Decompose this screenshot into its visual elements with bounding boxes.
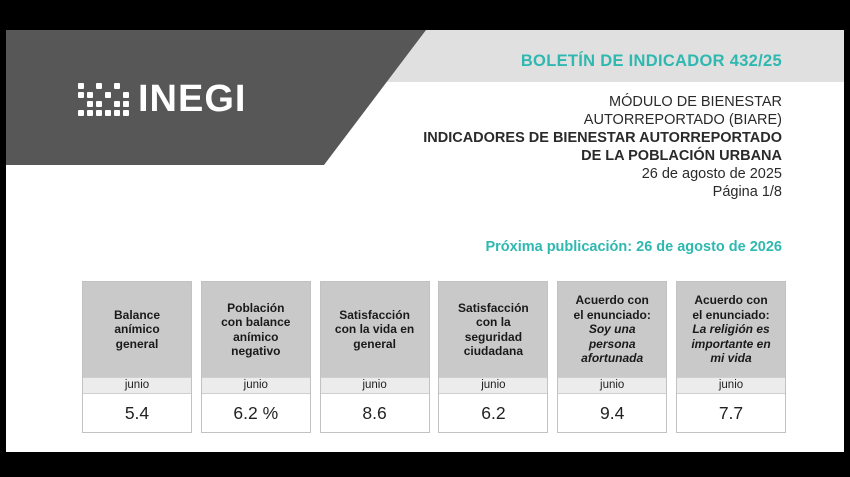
indicator-period: junio [558, 377, 667, 394]
logo-dot [123, 109, 129, 116]
indicator-label-line: ciudadana [463, 344, 524, 358]
logo-dot [114, 100, 120, 107]
indicator-value: 6.2 [481, 402, 506, 423]
next-publication: Próxima publicación: 26 de agosto de 202… [485, 239, 782, 255]
indicator-label-line: Satisfacción [339, 307, 410, 322]
indicator-label-line: Balance [113, 307, 161, 322]
indicator-statement-line: afortunada [581, 351, 644, 366]
bulletin-number: BOLETÍN DE INDICADOR 432/25 [520, 52, 782, 70]
logo-dot [87, 100, 93, 107]
indicator-card: Satisfacción con la seguridad ciudadana juni… [438, 281, 549, 433]
indicator-statement-line: mi vida [710, 351, 752, 366]
logo-dot [96, 82, 102, 89]
logo-text: INEGI [138, 78, 247, 120]
inegi-logo: INEGI [78, 78, 246, 121]
indicator-label-line: el enunciado: [692, 307, 770, 322]
logo-dot [114, 109, 120, 116]
indicator-value: 8.6 [362, 402, 387, 423]
indicator-value: 7.7 [718, 402, 744, 423]
indicator-period: junio [439, 377, 548, 394]
indicator-card: Población con balance anímico negativo junio… [200, 281, 311, 433]
indicator-label-line: general [353, 336, 396, 351]
indicator-label: Acuerdo con el enunciado: Soy una persona af… [558, 282, 667, 377]
indicator-statement-line: Soy una [588, 322, 636, 337]
indicator-label-line: anímico [233, 329, 279, 344]
indicator-title-line-1: INDICADORES DE BIENESTAR AUTORREPORTADO [423, 130, 782, 146]
logo-dot [96, 100, 102, 107]
indicator-card: Acuerdo con el enunciado: La religión es im… [676, 281, 786, 433]
indicator-label-line: con la vida en [334, 322, 415, 337]
logo-dot [96, 109, 102, 116]
indicator-statement-line: La religión es [692, 322, 770, 337]
indicator-label-line: Acuerdo con [575, 293, 649, 308]
logo-dot [87, 91, 93, 98]
indicator-statement-line: persona [588, 336, 636, 351]
logo-dot [78, 109, 84, 116]
logo-dot [105, 91, 111, 98]
indicator-label-line: negativo [231, 344, 281, 358]
module-title-line-1: MÓDULO DE BIENESTAR [609, 94, 782, 110]
indicator-card: Satisfacción con la vida en general junio 8.… [319, 281, 430, 433]
indicator-cards: Balance anímico general junio 5.4 Población co… [82, 281, 786, 433]
logo-dot [123, 100, 129, 107]
bulletin-page: INEGI BOLETÍN DE INDICADOR 432/25 MÓDULO… [6, 30, 844, 452]
logo-dot [123, 91, 129, 98]
indicator-title-line-2: DE LA POBLACIÓN URBANA [581, 148, 782, 164]
indicator-value: 5.4 [124, 402, 150, 423]
page-number: Página 1/8 [712, 184, 782, 200]
indicator-label-line: anímico [114, 322, 160, 337]
indicator-card: Acuerdo con el enunciado: Soy una persona af… [557, 281, 668, 433]
indicator-label-line: seguridad [464, 329, 523, 344]
inegi-logo-icon [78, 82, 132, 117]
indicator-value: 9.4 [600, 402, 625, 423]
indicator-label-line: con balance [221, 315, 291, 329]
logo-dot [87, 109, 93, 116]
indicator-period: junio [201, 377, 310, 394]
logo-dot [78, 82, 84, 89]
indicator-label: Satisfacción con la seguridad ciudadana [439, 282, 548, 377]
publication-date: 26 de agosto de 2025 [641, 166, 782, 182]
indicator-label-line: Satisfacción [458, 300, 529, 315]
indicator-value: 6.2 % [233, 402, 279, 423]
indicator-label-line: el enunciado: [573, 307, 651, 322]
indicator-label: Población con balance anímico negativo [201, 282, 310, 377]
indicator-period: junio [320, 377, 429, 394]
logo-dot [114, 82, 120, 89]
module-title-line-2: AUTORREPORTADO (BIARE) [583, 112, 782, 128]
indicator-period: junio [677, 377, 785, 394]
indicator-card: Balance anímico general junio 5.4 [82, 281, 192, 433]
logo-dot [78, 91, 84, 98]
indicator-label-line: general [115, 336, 159, 351]
indicator-period: junio [83, 377, 191, 394]
indicator-label-line: con la [476, 315, 511, 329]
indicator-statement-line: importante en [691, 336, 771, 351]
indicator-label: Acuerdo con el enunciado: La religión es im… [677, 282, 785, 377]
indicator-label-line: Población [227, 300, 285, 315]
indicator-label-line: Acuerdo con [694, 293, 768, 308]
indicator-label: Balance anímico general [83, 282, 191, 377]
logo-dot [105, 109, 111, 116]
indicator-label: Satisfacción con la vida en general [320, 282, 429, 377]
